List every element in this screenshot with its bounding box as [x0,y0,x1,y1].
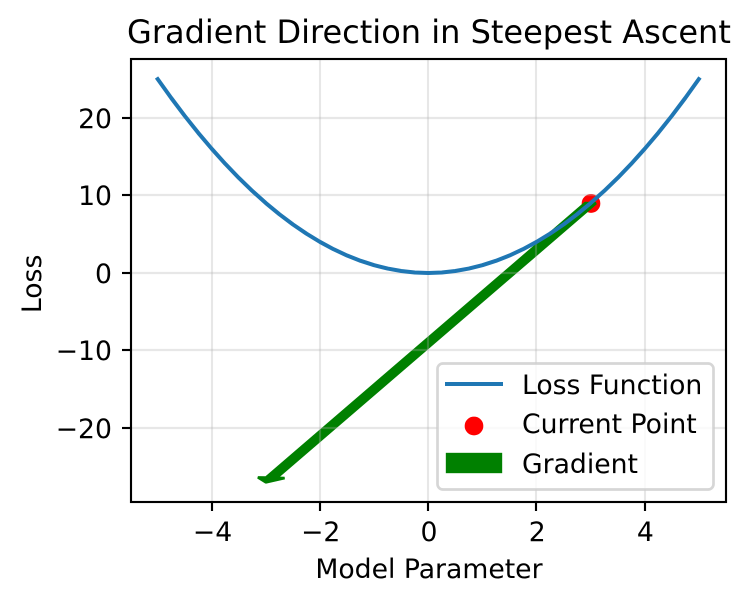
y-tick-label: −20 [56,414,112,445]
chart-title: Gradient Direction in Steepest Ascent [127,13,731,51]
y-tick-label: 0 [95,259,112,290]
y-tick-label: 10 [78,181,112,212]
data-series-layer [154,76,702,275]
y-axis-label: Loss [17,255,48,313]
x-tick-label: −4 [193,517,232,548]
legend-frame [436,362,715,491]
x-tick-label: 0 [420,517,437,548]
legend-label-current-point: Current Point [522,409,697,440]
legend-label-loss-function: Loss Function [522,370,702,401]
x-tick-label: 2 [529,517,546,548]
x-axis-label: Model Parameter [315,554,542,585]
loss-function-curve [154,76,702,275]
x-tick-label: 4 [637,517,654,548]
legend-handle-gradient-patch [445,452,503,474]
legend: Loss Function Current Point Gradient [436,362,715,491]
x-tick-label: −2 [301,517,340,548]
y-tick-label: 20 [78,104,112,135]
legend-handle-current-point-marker [464,416,484,436]
legend-label-gradient: Gradient [522,449,638,480]
y-tick-label: −10 [56,336,112,367]
